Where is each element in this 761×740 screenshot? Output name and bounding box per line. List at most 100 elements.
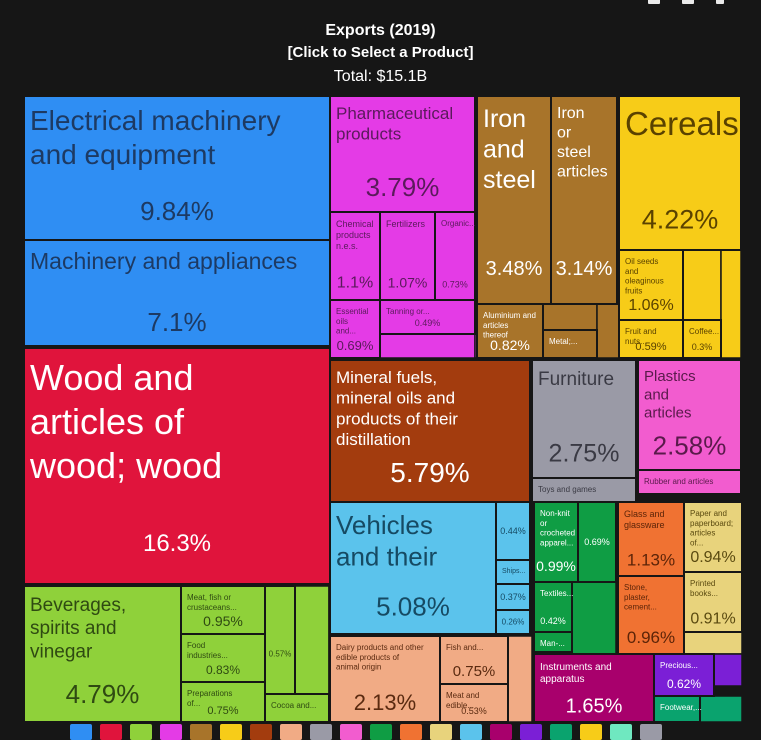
treemap-tile-rect[interactable] bbox=[617, 575, 685, 655]
treemap-tile-rect[interactable] bbox=[533, 631, 573, 653]
treemap-tile-rect[interactable] bbox=[439, 683, 509, 722]
treemap-tile-rect[interactable] bbox=[476, 303, 544, 359]
treemap-tile[interactable]: 0.26% bbox=[495, 609, 531, 635]
legend-category-chip[interactable] bbox=[130, 724, 152, 740]
treemap-tile-rect[interactable] bbox=[577, 501, 617, 583]
treemap-tile[interactable]: Iron or steel articles 3.14% bbox=[550, 96, 618, 305]
treemap-tile-rect[interactable] bbox=[329, 359, 531, 503]
treemap-filler-tile[interactable] bbox=[542, 303, 598, 331]
treemap-tile-rect[interactable] bbox=[531, 477, 637, 503]
treemap-tile[interactable]: Ships... bbox=[495, 559, 531, 585]
treemap-tile[interactable]: Fertilizers 1.07% bbox=[379, 211, 436, 301]
treemap-tile-rect[interactable] bbox=[24, 96, 331, 241]
treemap-filler-tile[interactable] bbox=[507, 635, 533, 722]
treemap-tile[interactable]: Metal;... bbox=[542, 329, 598, 359]
treemap-tile[interactable]: Machinery and appliances 7.1% bbox=[24, 239, 331, 347]
legend-category-chip[interactable] bbox=[490, 724, 512, 740]
treemap-tile[interactable]: Cereals 4.22% bbox=[618, 96, 742, 251]
treemap-tile[interactable]: Tanning or... 0.49% bbox=[379, 299, 476, 335]
share-icon[interactable] bbox=[648, 0, 660, 4]
legend-category-chip[interactable] bbox=[520, 724, 542, 740]
legend-category-chip[interactable] bbox=[370, 724, 392, 740]
treemap-tile[interactable]: Textiles... 0.42% bbox=[533, 581, 573, 633]
treemap-filler-tile[interactable] bbox=[596, 303, 620, 359]
legend-category-chip[interactable] bbox=[430, 724, 452, 740]
treemap-tile[interactable]: Rubber and articles bbox=[637, 469, 742, 495]
treemap-tile[interactable]: Stone,plaster,cement... 0.96% bbox=[617, 575, 685, 655]
legend-category-chip[interactable] bbox=[190, 724, 212, 740]
treemap-filler-tile[interactable] bbox=[379, 333, 476, 359]
treemap-tile-rect[interactable] bbox=[379, 211, 436, 301]
legend-category-chip[interactable] bbox=[310, 724, 332, 740]
treemap-tile[interactable]: Toys and games bbox=[531, 477, 637, 503]
treemap-tile-rect[interactable] bbox=[476, 96, 552, 305]
legend-category-chip[interactable] bbox=[100, 724, 122, 740]
treemap-tile[interactable]: 0.44% bbox=[495, 501, 531, 561]
treemap-filler-tile[interactable] bbox=[699, 695, 742, 722]
legend-category-chip[interactable] bbox=[460, 724, 482, 740]
legend-category-chip[interactable] bbox=[160, 724, 182, 740]
treemap-tile[interactable]: 0.69% bbox=[577, 501, 617, 583]
treemap-filler-tile[interactable] bbox=[683, 631, 742, 655]
treemap-filler-tile[interactable] bbox=[294, 585, 330, 695]
treemap-tile-rect[interactable] bbox=[683, 571, 742, 633]
treemap-tile-rect[interactable] bbox=[531, 359, 637, 479]
treemap-tile-rect[interactable] bbox=[434, 211, 476, 301]
treemap-tile-rect[interactable] bbox=[653, 695, 701, 722]
treemap-tile-rect[interactable] bbox=[495, 583, 531, 611]
treemap-tile-rect[interactable] bbox=[24, 347, 331, 585]
treemap-tile[interactable]: Footwear,... bbox=[653, 695, 702, 722]
legend-category-chip[interactable] bbox=[400, 724, 422, 740]
legend-category-chip[interactable] bbox=[340, 724, 362, 740]
treemap-tile-rect[interactable] bbox=[617, 501, 685, 577]
legend-category-chip[interactable] bbox=[70, 724, 92, 740]
treemap-tile-rect[interactable] bbox=[24, 585, 182, 722]
treemap-tile-rect[interactable] bbox=[542, 329, 598, 359]
treemap-tile-rect[interactable] bbox=[495, 609, 531, 635]
legend-category-chip[interactable] bbox=[580, 724, 602, 740]
treemap-tile-rect[interactable] bbox=[264, 693, 330, 722]
treemap-tile[interactable]: Pharmaceutical products 3.79% bbox=[329, 96, 476, 213]
treemap-filler-tile[interactable] bbox=[720, 249, 742, 359]
treemap-tile-rect[interactable] bbox=[495, 559, 531, 585]
treemap-tile-rect[interactable] bbox=[550, 96, 618, 305]
treemap-filler-tile[interactable] bbox=[682, 249, 722, 321]
legend-category-chip[interactable] bbox=[550, 724, 572, 740]
treemap-filler-tile[interactable] bbox=[571, 581, 617, 655]
treemap-tile-rect[interactable] bbox=[618, 319, 684, 359]
treemap-tile-rect[interactable] bbox=[637, 469, 742, 495]
treemap-tile[interactable]: Cocoa and... bbox=[264, 693, 330, 722]
treemap-tile-rect[interactable] bbox=[329, 299, 381, 359]
treemap-tile-rect[interactable] bbox=[618, 249, 684, 321]
download-icon[interactable] bbox=[716, 0, 724, 4]
treemap-tile-rect[interactable] bbox=[682, 319, 722, 359]
treemap-tile[interactable]: Precious... 0.62% bbox=[653, 653, 715, 697]
treemap-tile[interactable]: Furniture 2.75% bbox=[531, 359, 637, 479]
treemap-tile[interactable]: Fish and... 0.75% bbox=[439, 635, 509, 685]
treemap-tile-rect[interactable] bbox=[637, 359, 742, 471]
treemap-tile[interactable]: Man-... bbox=[533, 631, 573, 653]
legend-category-chip[interactable] bbox=[280, 724, 302, 740]
treemap-tile-rect[interactable] bbox=[329, 501, 497, 635]
legend-category-chip[interactable] bbox=[610, 724, 632, 740]
treemap-filler-tile[interactable] bbox=[713, 653, 742, 687]
treemap-tile-rect[interactable] bbox=[379, 299, 476, 335]
legend-category-chip[interactable] bbox=[640, 724, 662, 740]
